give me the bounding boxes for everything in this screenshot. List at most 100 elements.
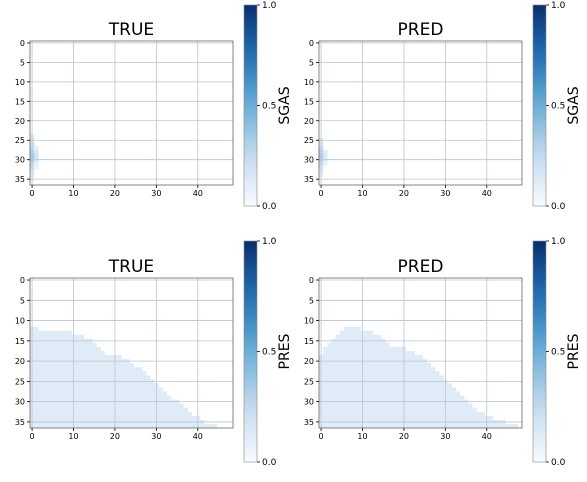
y-tick-label: 15 bbox=[304, 97, 314, 106]
heatmap-column bbox=[514, 424, 518, 428]
heatmap-column bbox=[105, 355, 109, 428]
heatmap-column bbox=[204, 424, 208, 428]
heatmap-column bbox=[200, 420, 204, 428]
panel-title: PRED bbox=[398, 20, 444, 40]
y-tick-label: 25 bbox=[304, 377, 314, 386]
y-tick-label: 20 bbox=[15, 357, 25, 366]
heatmap-column bbox=[389, 347, 393, 428]
heatmap-column bbox=[352, 327, 356, 428]
y-tick-label: 0 bbox=[20, 39, 25, 48]
heatmap-column bbox=[55, 331, 59, 428]
x-tick-label: 0 bbox=[30, 432, 35, 441]
heatmap-column bbox=[212, 424, 216, 428]
x-tick-label: 0 bbox=[30, 189, 35, 198]
panel-title: PRED bbox=[398, 257, 444, 277]
heatmap-column bbox=[493, 420, 497, 428]
y-tick-label: 5 bbox=[20, 296, 25, 305]
heatmap-column bbox=[460, 396, 464, 428]
heatmap-column bbox=[464, 400, 468, 428]
colorbar-tick-label: 0.0 bbox=[551, 458, 566, 468]
colorbar bbox=[533, 241, 546, 462]
heatmap-cell bbox=[34, 146, 38, 150]
colorbar-tick-label: 0.5 bbox=[551, 102, 565, 112]
heatmap-column bbox=[100, 351, 104, 428]
y-tick-label: 10 bbox=[15, 78, 25, 87]
heatmap-column bbox=[42, 331, 46, 428]
x-tick-label: 10 bbox=[68, 189, 78, 198]
x-tick-label: 20 bbox=[399, 432, 409, 441]
heatmap-column bbox=[414, 355, 418, 428]
panel-sgas-pred: 0 10 20 30 40 0 5 10 15 20 25 30 35 PRED 0.0 0.5 1.0 SGAS bbox=[304, 1, 582, 212]
heatmap-column bbox=[356, 327, 360, 428]
colorbar-tick-label: 1.0 bbox=[262, 1, 277, 11]
heatmap-cell bbox=[323, 154, 327, 158]
heatmap-column bbox=[435, 371, 439, 428]
x-tick-label: 0 bbox=[319, 189, 324, 198]
heatmap-column bbox=[406, 351, 410, 428]
y-tick-label: 5 bbox=[20, 58, 25, 67]
y-tick-label: 5 bbox=[309, 58, 314, 67]
heatmap-column bbox=[142, 371, 146, 428]
y-tick-label: 30 bbox=[15, 156, 25, 165]
colorbar-tick-label: 1.0 bbox=[551, 1, 566, 11]
heatmap-column bbox=[51, 331, 55, 428]
heatmap-column bbox=[476, 412, 480, 428]
x-tick-label: 10 bbox=[357, 189, 367, 198]
heatmap-column bbox=[167, 396, 171, 428]
heatmap-column bbox=[138, 367, 142, 428]
heatmap-column bbox=[59, 331, 63, 428]
heatmap-column bbox=[447, 383, 451, 428]
colorbar-label: SGAS bbox=[277, 86, 293, 124]
y-tick-label: 10 bbox=[304, 317, 314, 326]
heatmap-column bbox=[381, 339, 385, 428]
x-tick-label: 20 bbox=[110, 432, 120, 441]
heatmap-column bbox=[472, 408, 476, 428]
y-tick-label: 0 bbox=[309, 276, 314, 285]
y-tick-label: 25 bbox=[15, 136, 25, 145]
colorbar-tick-label: 0.0 bbox=[262, 458, 277, 468]
colorbar bbox=[244, 5, 257, 206]
y-tick-label: 0 bbox=[20, 276, 25, 285]
heatmap-column bbox=[327, 343, 331, 428]
heatmap-column bbox=[34, 327, 38, 428]
heatmap-column bbox=[88, 339, 92, 428]
heatmap-column bbox=[179, 404, 183, 428]
y-tick-label: 20 bbox=[304, 117, 314, 126]
y-tick-label: 35 bbox=[15, 175, 25, 184]
heatmap-column bbox=[121, 359, 125, 428]
heatmap-column bbox=[96, 347, 100, 428]
heatmap-column bbox=[84, 339, 88, 428]
heatmap-cell bbox=[34, 150, 38, 154]
y-tick-label: 30 bbox=[304, 156, 314, 165]
x-tick-label: 30 bbox=[151, 189, 161, 198]
heatmap-column bbox=[183, 408, 187, 428]
x-tick-label: 40 bbox=[482, 189, 492, 198]
heatmap-column bbox=[208, 424, 212, 428]
heatmap-column bbox=[505, 424, 509, 428]
heatmap-column bbox=[125, 359, 129, 428]
heatmap-column bbox=[394, 347, 398, 428]
y-tick-label: 10 bbox=[304, 78, 314, 87]
colorbar-label: PRES bbox=[277, 333, 293, 369]
panel-sgas-true: 0 10 20 30 40 0 5 10 15 20 25 30 35 TRUE 0.0 0.5 1.0 SGAS bbox=[15, 1, 293, 212]
heatmap-column bbox=[323, 347, 327, 428]
panel-pres-pred: 0 10 20 30 40 0 5 10 15 20 25 30 35 PRED 0.0 0.5 1.0 PRES bbox=[304, 237, 582, 468]
heatmap-column bbox=[468, 404, 472, 428]
colorbar-tick-label: 0.0 bbox=[551, 202, 566, 212]
heatmap-column bbox=[431, 367, 435, 428]
heatmap-column bbox=[365, 331, 369, 428]
heatmap-column bbox=[348, 327, 352, 428]
x-tick-label: 30 bbox=[151, 432, 161, 441]
x-tick-label: 10 bbox=[68, 432, 78, 441]
y-tick-label: 35 bbox=[304, 175, 314, 184]
panel-pres-true: 0 10 20 30 4005101520253035TRUE0.00.51.0PRES bbox=[15, 237, 293, 468]
heatmap-column bbox=[175, 400, 179, 428]
heatmap-cell bbox=[34, 162, 38, 166]
heatmap-column bbox=[171, 400, 175, 428]
panel-title: TRUE bbox=[108, 20, 154, 40]
heatmap-column bbox=[427, 363, 431, 428]
heatmap-column bbox=[150, 379, 154, 428]
x-tick-label: 10 bbox=[357, 432, 367, 441]
y-tick-label: 20 bbox=[304, 357, 314, 366]
